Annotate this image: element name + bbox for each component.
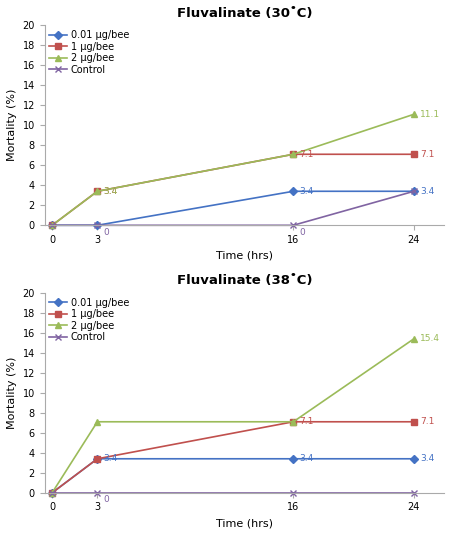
0.01 μg/bee — [95, 456, 100, 462]
X-axis label: Time (hrs): Time (hrs) — [216, 250, 273, 261]
2 μg/bee — [50, 222, 55, 228]
Title: Fluvalinate (38˚C): Fluvalinate (38˚C) — [177, 274, 312, 287]
Control — [95, 490, 100, 496]
1 μg/bee — [50, 490, 55, 496]
Control — [290, 222, 296, 228]
Control — [50, 222, 55, 228]
Control — [411, 490, 417, 496]
Line: 0.01 μg/bee: 0.01 μg/bee — [49, 456, 417, 495]
Line: Control: Control — [49, 490, 417, 495]
Text: 3.4: 3.4 — [103, 187, 118, 196]
Line: 0.01 μg/bee: 0.01 μg/bee — [49, 188, 417, 228]
Control — [411, 188, 417, 195]
Text: 7.1: 7.1 — [299, 417, 314, 426]
Text: 11.1: 11.1 — [420, 110, 440, 119]
Text: 7.1: 7.1 — [299, 150, 314, 159]
Text: 0: 0 — [299, 228, 305, 237]
2 μg/bee — [290, 151, 296, 157]
2 μg/bee — [95, 418, 100, 425]
Text: 0: 0 — [103, 228, 109, 237]
Line: 1 μg/bee: 1 μg/bee — [49, 419, 417, 495]
0.01 μg/bee — [411, 456, 417, 462]
0.01 μg/bee — [411, 188, 417, 195]
1 μg/bee — [95, 456, 100, 462]
Text: 3.4: 3.4 — [103, 454, 118, 463]
Y-axis label: Mortality (%): Mortality (%) — [7, 89, 17, 162]
1 μg/bee — [95, 188, 100, 195]
Line: 1 μg/bee: 1 μg/bee — [49, 151, 417, 228]
1 μg/bee — [290, 151, 296, 157]
Legend: 0.01 μg/bee, 1 μg/bee, 2 μg/bee, Control: 0.01 μg/bee, 1 μg/bee, 2 μg/bee, Control — [47, 28, 131, 77]
0.01 μg/bee — [290, 188, 296, 195]
Text: 3.4: 3.4 — [299, 454, 313, 463]
2 μg/bee — [95, 188, 100, 195]
Text: 3.4: 3.4 — [299, 187, 313, 196]
Line: Control: Control — [49, 188, 417, 228]
Control — [290, 490, 296, 496]
Control — [50, 490, 55, 496]
Text: 3.4: 3.4 — [103, 187, 118, 196]
0.01 μg/bee — [290, 456, 296, 462]
2 μg/bee — [290, 418, 296, 425]
Text: 7.1: 7.1 — [420, 417, 434, 426]
0.01 μg/bee — [95, 222, 100, 228]
0.01 μg/bee — [50, 490, 55, 496]
Text: 15.4: 15.4 — [420, 334, 440, 343]
1 μg/bee — [290, 418, 296, 425]
1 μg/bee — [411, 151, 417, 157]
Y-axis label: Mortality (%): Mortality (%) — [7, 357, 17, 429]
Control — [95, 222, 100, 228]
Legend: 0.01 μg/bee, 1 μg/bee, 2 μg/bee, Control: 0.01 μg/bee, 1 μg/bee, 2 μg/bee, Control — [47, 296, 131, 344]
2 μg/bee — [50, 490, 55, 496]
Text: 0: 0 — [103, 495, 109, 505]
Text: 3.4: 3.4 — [420, 454, 434, 463]
2 μg/bee — [411, 111, 417, 118]
Line: 2 μg/bee: 2 μg/bee — [49, 336, 417, 495]
2 μg/bee — [411, 335, 417, 342]
Text: 3.4: 3.4 — [420, 187, 434, 196]
1 μg/bee — [411, 418, 417, 425]
1 μg/bee — [50, 222, 55, 228]
Text: 7.1: 7.1 — [420, 150, 434, 159]
Title: Fluvalinate (30˚C): Fluvalinate (30˚C) — [177, 7, 312, 20]
0.01 μg/bee — [50, 222, 55, 228]
X-axis label: Time (hrs): Time (hrs) — [216, 518, 273, 528]
Line: 2 μg/bee: 2 μg/bee — [49, 111, 417, 228]
